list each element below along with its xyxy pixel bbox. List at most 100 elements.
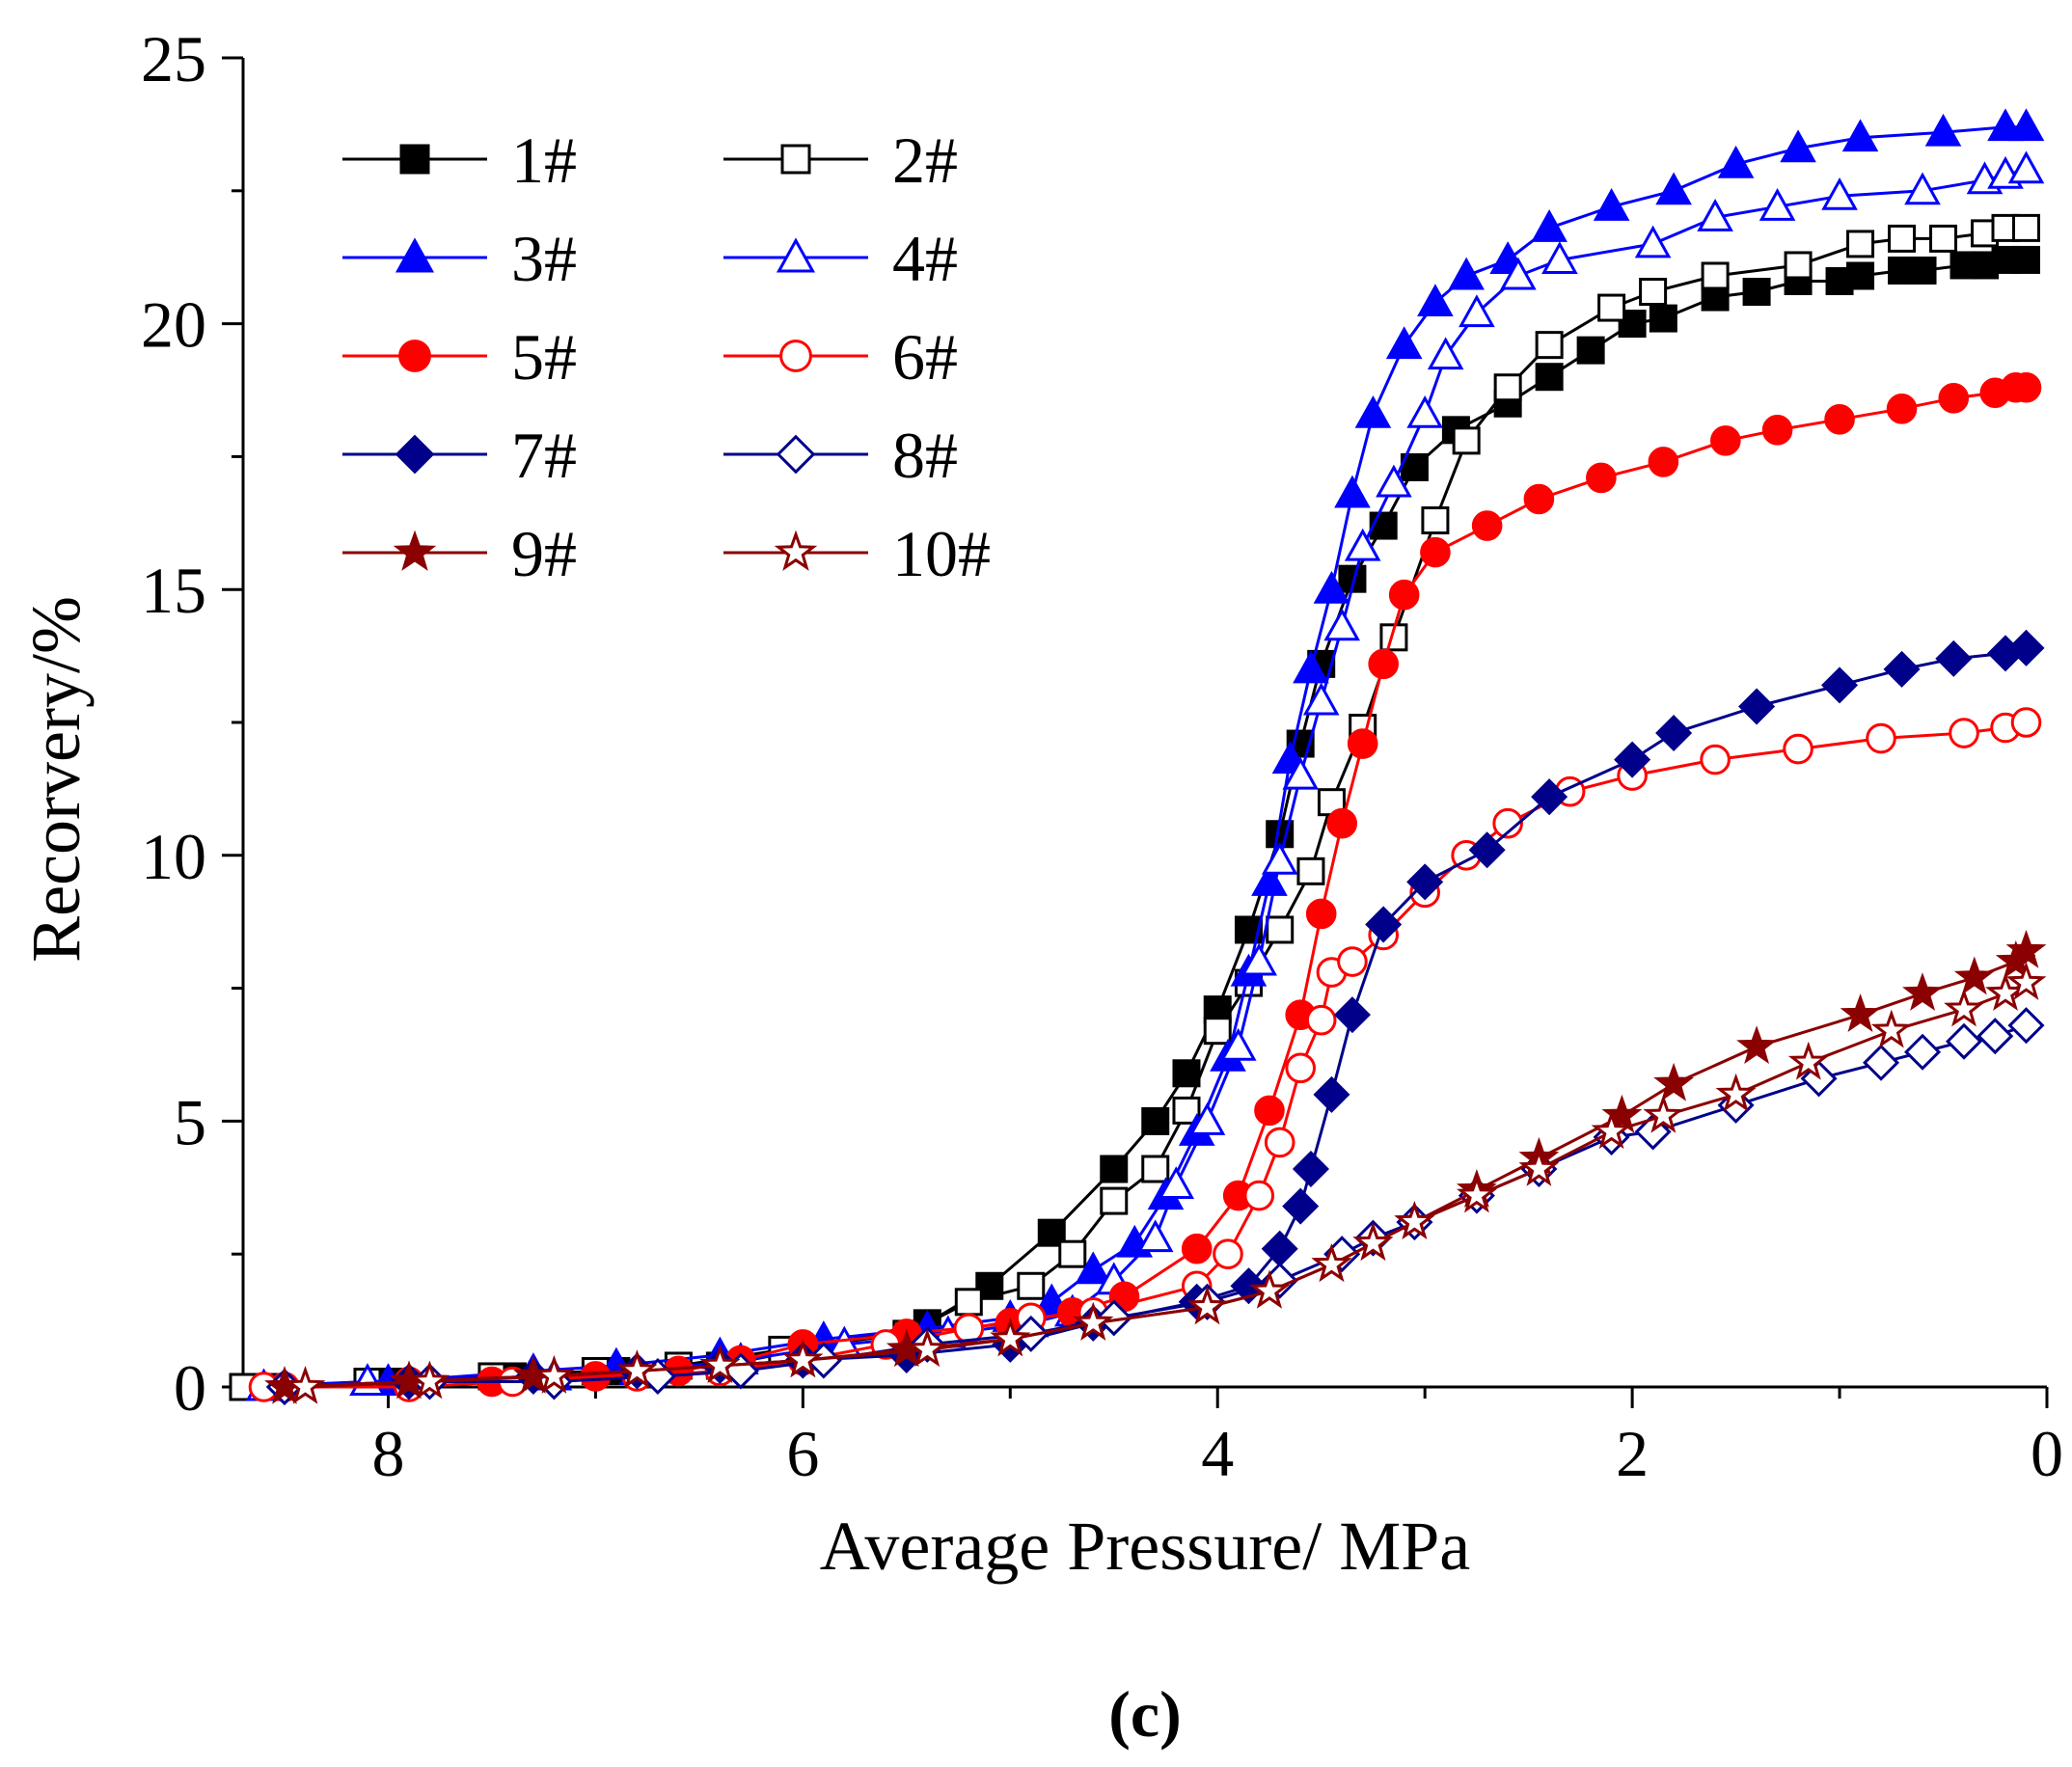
data-point [1136,1219,1174,1253]
data-point [1100,1155,1129,1183]
data-point [1946,1022,1983,1060]
data-point [2007,108,2045,142]
legend-item: 9# [342,517,577,590]
data-point [1648,447,1679,477]
y-tick-label: 5 [174,1085,206,1158]
x-tick-label: 6 [786,1417,819,1490]
data-point [1886,393,1918,424]
data-point [1376,464,1412,498]
data-point [1421,506,1450,535]
data-point [1738,688,1776,725]
data-point [2005,962,2047,1000]
data-point [1172,1096,1201,1125]
legend-label: 9# [511,517,577,590]
legend: 1# 2# 3# 4# 5# 6# 7# 8# 9# 10# [342,123,991,590]
data-point [1601,1094,1643,1133]
data-point [1323,608,1360,641]
data-point [907,1328,948,1368]
data-point [1591,1110,1632,1150]
data-point [1736,1025,1778,1064]
data-point [1219,1027,1257,1061]
legend-marker [399,144,430,175]
data-point [1944,988,1984,1027]
data-point [2012,213,2041,242]
data-point [1783,733,1813,765]
data-point [1468,831,1506,869]
data-point [1282,756,1320,790]
legend-marker [393,530,437,571]
data-point [1420,536,1451,568]
legend-item: 3# [342,222,577,295]
data-point [1935,639,1973,677]
data-point [1888,224,1917,253]
data-point [1369,511,1398,540]
data-point [1938,382,1970,414]
data-point [1471,510,1503,541]
data-point [1186,1286,1228,1325]
data-point [1417,284,1454,317]
data-point [1840,993,1881,1033]
data-point [1697,199,1733,231]
data-point [1365,906,1403,943]
data-point [1181,1233,1213,1264]
legend-label: 4# [892,222,958,295]
data-point [1761,415,1793,446]
data-point [1643,1094,1684,1133]
legend-marker [779,340,812,372]
data-point [1742,278,1771,307]
data-point [1141,1155,1170,1183]
data-point [782,1339,824,1378]
data-point [1313,1075,1350,1113]
series-3 [245,108,2045,1401]
data-point [1213,1238,1243,1269]
data-point [1493,373,1522,402]
data-point [1302,682,1340,716]
legend-label: 8# [892,419,958,492]
data-point [1784,251,1813,280]
data-point [1949,718,1979,748]
data-point [1354,394,1392,428]
data-point [1406,863,1444,901]
series-line [242,226,2027,1389]
data-point [1586,462,1617,494]
data-point [1261,841,1298,875]
data-point [1293,650,1329,684]
data-point [1249,1269,1290,1309]
y-tick-label: 15 [141,554,206,627]
data-point [533,1354,575,1394]
data-point [1953,956,1995,995]
data-point [1841,119,1879,152]
legend-marker [395,434,435,475]
data-point [699,1344,741,1383]
data-point [1908,256,1937,285]
data-point [1700,744,1731,775]
legend-item: 4# [723,222,958,295]
y-tick-label: 10 [141,820,206,893]
data-point [1243,1180,1275,1211]
data-point [1902,972,1943,1011]
data-point [1883,650,1921,688]
legend-label: 6# [892,320,958,394]
data-point [954,1288,983,1317]
data-point [409,1360,450,1400]
data-point [1634,225,1672,258]
data-point [1073,1301,1114,1341]
data-point [1459,294,1495,328]
data-point [1058,1239,1087,1268]
data-point [1264,1127,1295,1158]
data-point [1075,1251,1112,1285]
legend-label: 10# [892,517,991,590]
data-point [1593,187,1630,221]
data-point [2005,930,2047,968]
data-point [1649,304,1677,333]
data-point [1701,261,1730,290]
data-point [1821,666,1859,704]
y-tick-label: 25 [141,22,206,95]
data-point [1337,946,1368,977]
data-point [1100,1186,1129,1215]
data-point [1254,1095,1285,1127]
y-axis-label: Recorvery/% [17,596,95,963]
legend-item: 7# [342,419,577,492]
legend-marker [774,530,818,571]
data-point [1368,648,1399,680]
